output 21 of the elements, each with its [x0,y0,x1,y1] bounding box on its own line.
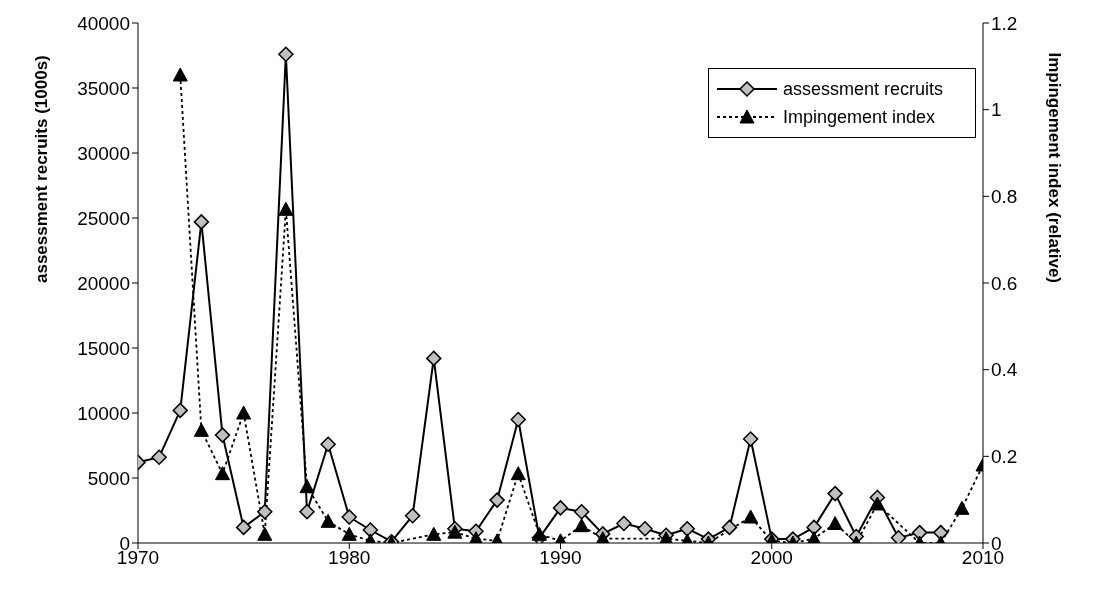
y-tick-label: 40000 [77,12,130,34]
y-tick-label: 20000 [77,272,130,294]
legend-label: Impingement index [783,106,936,128]
y2-axis-title: Impingement index (relative) [1044,52,1064,283]
y2-tick-label: 0.8 [991,186,1018,208]
y-tick-label: 35000 [77,77,130,99]
y2-tick-label: 0.2 [991,446,1018,468]
x-tick-label: 1980 [328,547,371,569]
y-tick-label: 5000 [87,467,130,489]
y-axis-title: assessment recruits (1000s) [32,55,52,283]
y-tick-label: 15000 [77,337,130,359]
x-tick-label: 2000 [750,547,793,569]
x-tick-label: 1990 [539,547,582,569]
legend-label: assessment recruits [783,78,944,100]
y-tick-label: 30000 [77,142,130,164]
y2-tick-label: 1 [991,99,1002,121]
y2-tick-label: 1.2 [991,12,1018,34]
y2-tick-label: 0.6 [991,272,1018,294]
y2-tick-label: 0.4 [991,359,1018,381]
y-tick-label: 10000 [77,402,130,424]
y-tick-label: 25000 [77,207,130,229]
